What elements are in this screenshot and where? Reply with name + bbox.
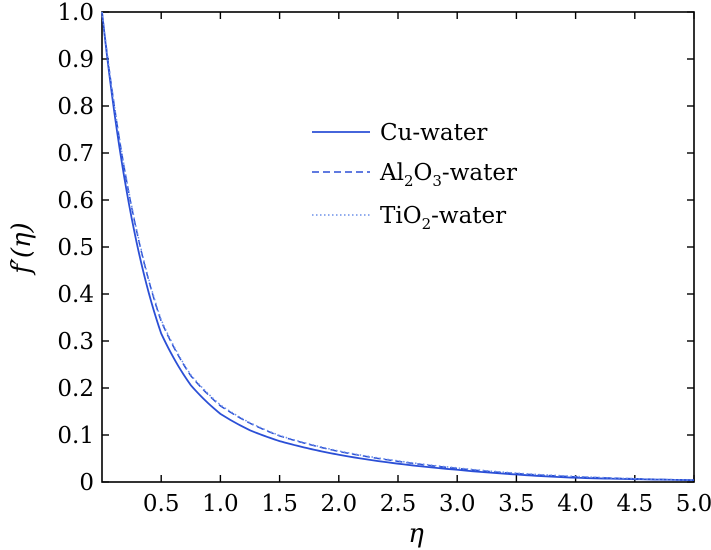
- y-tick-label: 0.2: [57, 376, 94, 402]
- x-tick-label: 3.0: [439, 491, 476, 517]
- series-line-al2o3-water: [101, 11, 695, 481]
- x-axis-title: η: [408, 519, 424, 549]
- legend-label: Al2O3-water: [379, 160, 517, 190]
- legend-label: Cu-water: [380, 120, 487, 146]
- series-line-cu-water: [101, 11, 695, 482]
- y-tick-label: 0.9: [57, 47, 94, 73]
- y-tick-label: 0.7: [57, 141, 94, 167]
- x-tick-label: 5.0: [676, 491, 711, 517]
- x-tick-label: 0.5: [143, 491, 180, 517]
- x-tick-label: 1.5: [261, 491, 298, 517]
- y-tick-label: 0.6: [57, 188, 94, 214]
- y-tick-label: 0.4: [57, 282, 94, 308]
- y-axis-ticks: 0 0.1 0.2 0.3 0.4 0.5 0.6 0.7 0.8 0.9 1.0: [57, 0, 694, 496]
- x-tick-label: 1.0: [202, 491, 239, 517]
- series-line-tio2-water: [101, 11, 695, 481]
- y-tick-label: 0.8: [57, 94, 94, 120]
- x-tick-label: 2.5: [380, 491, 417, 517]
- x-tick-label: 4.5: [617, 491, 654, 517]
- y-tick-label: 0: [79, 470, 94, 496]
- x-tick-label: 3.5: [498, 491, 535, 517]
- x-tick-label: 4.0: [557, 491, 594, 517]
- legend: Cu-water Al2O3-water TiO2-water: [312, 120, 517, 233]
- y-axis-title: f′(η): [7, 222, 37, 275]
- x-axis-ticks: 0.5 1.0 1.5 2.0 2.5 3.0 3.5 4.0 4.5 5.0: [143, 12, 711, 517]
- x-tick-label: 2.0: [321, 491, 358, 517]
- legend-label: TiO2-water: [380, 203, 506, 233]
- plot-frame: [101, 11, 695, 483]
- y-tick-label: 0.3: [57, 329, 94, 355]
- series-lines: [101, 11, 695, 482]
- y-tick-label: 1.0: [57, 0, 94, 26]
- y-tick-label: 0.5: [57, 235, 94, 261]
- y-tick-label: 0.1: [57, 423, 94, 449]
